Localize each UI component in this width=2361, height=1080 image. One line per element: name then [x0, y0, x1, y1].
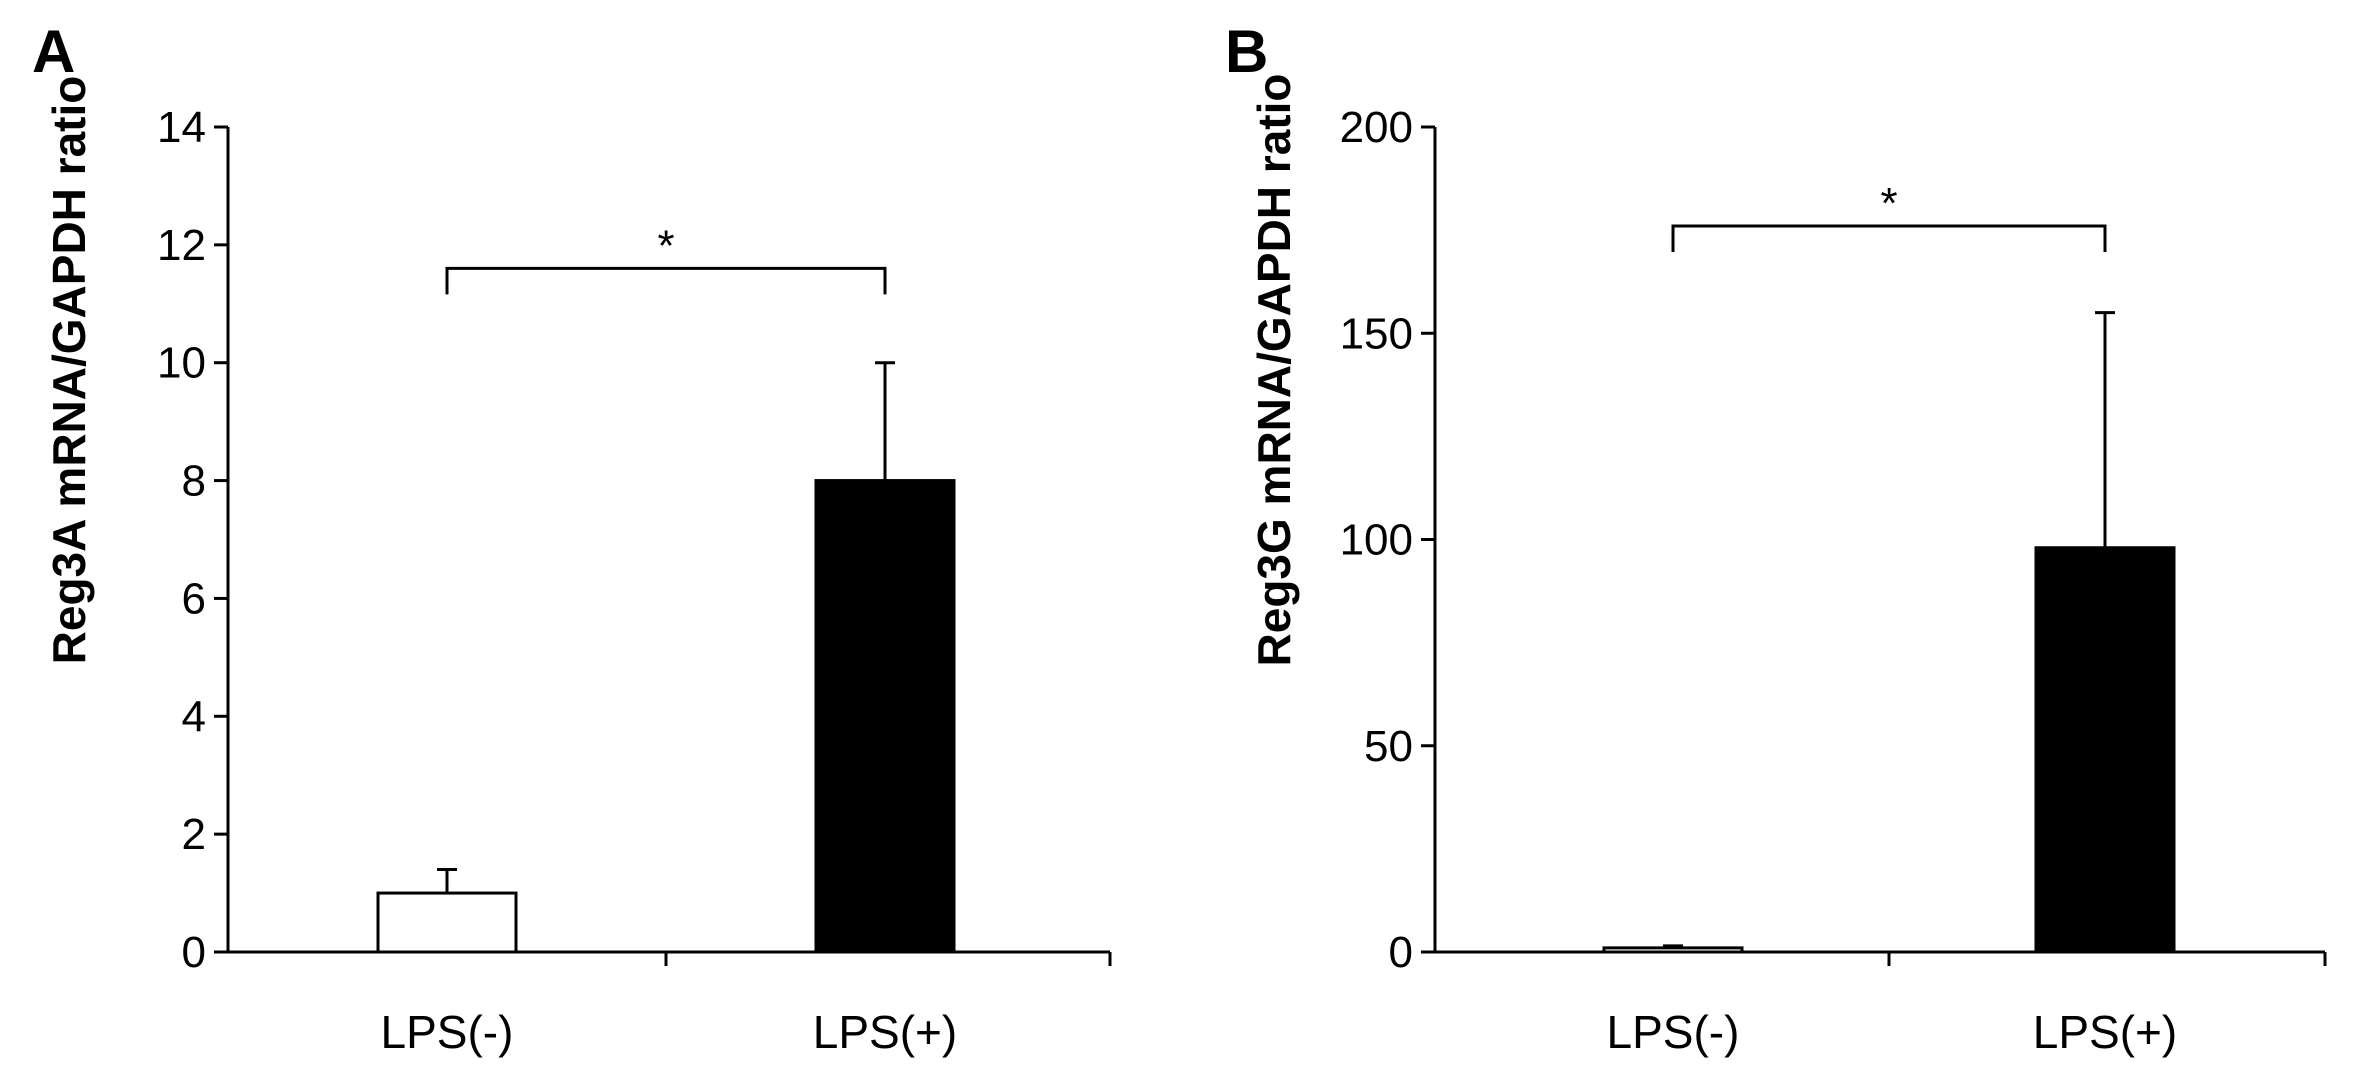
y-tick-label: 0 — [1389, 928, 1413, 977]
y-tick-label: 8 — [182, 457, 206, 506]
y-tick-label: 200 — [1340, 103, 1413, 152]
bar — [1602, 946, 1744, 954]
x-tick-label: LPS(+) — [2033, 1006, 2177, 1058]
panel-label: B — [1225, 18, 1268, 85]
y-axis-title: Reg3A mRNA/GAPDH ratio — [43, 76, 95, 665]
y-tick-label: 4 — [182, 692, 206, 741]
significance-bracket — [1671, 224, 2107, 252]
x-tick-label: LPS(-) — [381, 1006, 514, 1058]
y-tick-label: 2 — [182, 810, 206, 859]
panel-b: B Reg3G mRNA/GAPDH ratio 0 50 100 150 200 LPS… — [1225, 18, 2327, 1058]
y-tick-label: 14 — [157, 103, 206, 152]
panel-a: A Reg3A mRNA/GAPDH ratio 0 2 4 6 8 10 12 14 LPS(… — [32, 18, 1112, 1058]
x-tick-label: LPS(-) — [1607, 1006, 1740, 1058]
y-tick-label: 6 — [182, 574, 206, 623]
y-tick-label: 100 — [1340, 516, 1413, 565]
bar — [376, 891, 518, 954]
panel-label: A — [32, 18, 75, 85]
y-tick-label: 150 — [1340, 309, 1413, 358]
significance-bracket — [445, 266, 887, 295]
bar — [2034, 546, 2176, 954]
y-tick-label: 0 — [182, 928, 206, 977]
y-tick-label: 12 — [157, 221, 206, 270]
y-tick-label: 10 — [157, 339, 206, 388]
x-tick-label: LPS(+) — [813, 1006, 957, 1058]
bar — [814, 479, 956, 954]
significance-marker: * — [657, 221, 674, 270]
y-axis-title: Reg3G mRNA/GAPDH ratio — [1248, 74, 1300, 667]
y-tick-label: 50 — [1364, 722, 1413, 771]
significance-marker: * — [1880, 179, 1897, 228]
